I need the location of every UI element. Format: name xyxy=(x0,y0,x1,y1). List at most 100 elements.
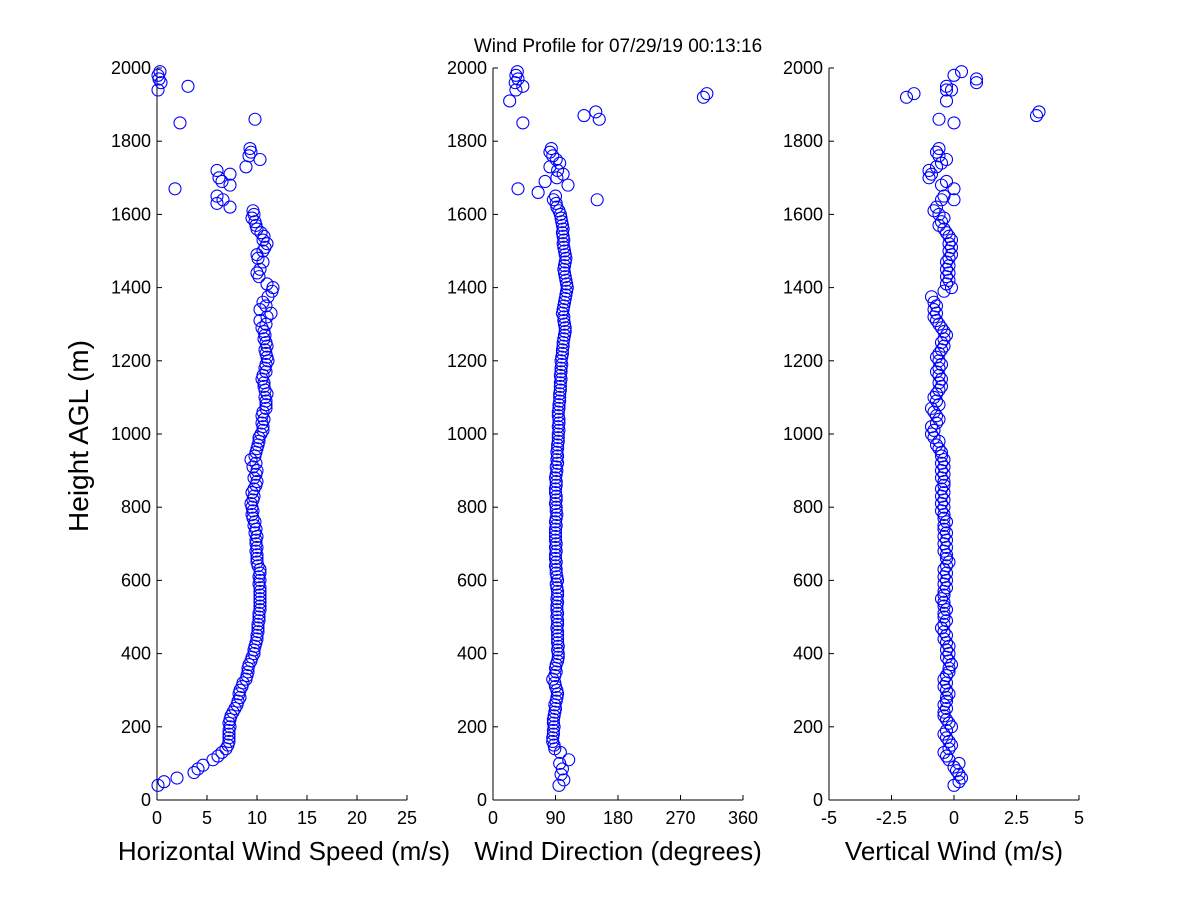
data-point xyxy=(196,758,210,772)
data-point xyxy=(939,270,954,284)
y-tick-label: 1200 xyxy=(111,351,151,371)
data-point xyxy=(952,767,966,781)
x-tick-label: 5 xyxy=(1074,808,1084,828)
data-point xyxy=(551,434,565,448)
data-point xyxy=(939,581,954,595)
data-point xyxy=(932,368,946,382)
data-point xyxy=(550,603,564,617)
data-point xyxy=(510,65,524,79)
y-tick-label: 400 xyxy=(121,644,151,664)
data-point xyxy=(592,112,606,126)
y-tick-label: 600 xyxy=(793,570,823,590)
data-point xyxy=(939,712,954,727)
data-point xyxy=(942,229,956,243)
data-point xyxy=(932,141,946,156)
data-point xyxy=(939,573,954,587)
data-point xyxy=(939,603,954,617)
data-point xyxy=(553,756,567,770)
data-point xyxy=(253,588,267,602)
data-point xyxy=(553,156,567,170)
data-point xyxy=(549,478,563,492)
data-point xyxy=(934,496,949,511)
data-point xyxy=(233,683,247,697)
data-point xyxy=(257,379,271,393)
data-point xyxy=(932,442,946,456)
data-point xyxy=(934,215,949,229)
data-point xyxy=(236,676,250,690)
data-point xyxy=(927,303,941,317)
data-point xyxy=(937,610,951,624)
y-tick-label: 0 xyxy=(813,790,823,810)
y-tick-label: 2000 xyxy=(111,58,151,78)
data-point xyxy=(253,313,267,328)
data-point xyxy=(942,259,956,273)
data-point xyxy=(934,482,949,496)
data-point xyxy=(259,398,273,412)
data-point xyxy=(553,390,567,404)
data-point xyxy=(247,482,261,496)
x-tick-label: 270 xyxy=(665,808,695,828)
y-tick-label: 1800 xyxy=(111,131,151,151)
data-point xyxy=(548,486,563,500)
y-tick-label: 1400 xyxy=(111,278,151,298)
data-point xyxy=(937,467,951,481)
data-point xyxy=(509,83,523,97)
data-point xyxy=(939,328,954,342)
data-point xyxy=(937,595,951,609)
y-tick-label: 400 xyxy=(457,644,487,664)
data-point xyxy=(255,321,269,335)
panels-group: 0 200 400 600 800 1000 1200 1400 1600 1800 2000 0 5 1… xyxy=(111,58,1084,866)
x-tick-label: 10 xyxy=(247,808,267,828)
data-point xyxy=(696,90,710,104)
data-point xyxy=(937,672,951,686)
x-axis-label-speed: Horizontal Wind Speed (m/s) xyxy=(118,836,450,866)
data-point xyxy=(937,727,951,741)
data-point xyxy=(151,68,165,82)
data-point xyxy=(942,244,956,258)
data-point xyxy=(937,698,951,712)
data-point xyxy=(260,310,274,324)
data-point xyxy=(937,284,951,298)
data-point xyxy=(937,511,951,525)
x-tick-label: 0 xyxy=(152,808,162,828)
data-point xyxy=(244,496,258,511)
data-point xyxy=(942,555,956,569)
data-point xyxy=(212,171,226,185)
data-point xyxy=(544,141,558,156)
y-tick-label: 600 xyxy=(121,570,151,590)
x-tick-label: -5 xyxy=(821,808,837,828)
data-point xyxy=(937,599,951,613)
data-point xyxy=(947,116,961,130)
y-tick-label: 200 xyxy=(457,717,487,737)
data-point xyxy=(546,734,560,748)
data-point xyxy=(503,94,517,108)
data-point xyxy=(248,515,262,529)
data-point xyxy=(550,171,564,185)
data-point xyxy=(243,141,257,156)
data-point xyxy=(932,112,946,126)
data-point xyxy=(937,332,951,346)
data-point xyxy=(548,533,563,547)
data-point xyxy=(939,152,954,167)
y-tick-label: 1000 xyxy=(447,424,487,444)
data-points-speed xyxy=(151,65,280,792)
data-point xyxy=(927,390,941,404)
y-tick-label: 800 xyxy=(457,497,487,517)
data-point xyxy=(939,683,954,697)
data-points-direction xyxy=(503,65,714,792)
data-point xyxy=(224,709,238,723)
data-point xyxy=(937,486,951,500)
data-point xyxy=(937,570,951,584)
data-point xyxy=(548,189,563,203)
data-point xyxy=(942,716,956,730)
data-point xyxy=(939,262,954,276)
data-point xyxy=(589,105,603,119)
data-point xyxy=(252,614,266,628)
data-point xyxy=(260,277,274,291)
y-tick-label: 1600 xyxy=(783,204,823,224)
data-point xyxy=(531,185,545,199)
data-point xyxy=(939,614,954,628)
data-point xyxy=(937,529,951,544)
data-point xyxy=(181,79,195,93)
data-point xyxy=(247,647,261,661)
